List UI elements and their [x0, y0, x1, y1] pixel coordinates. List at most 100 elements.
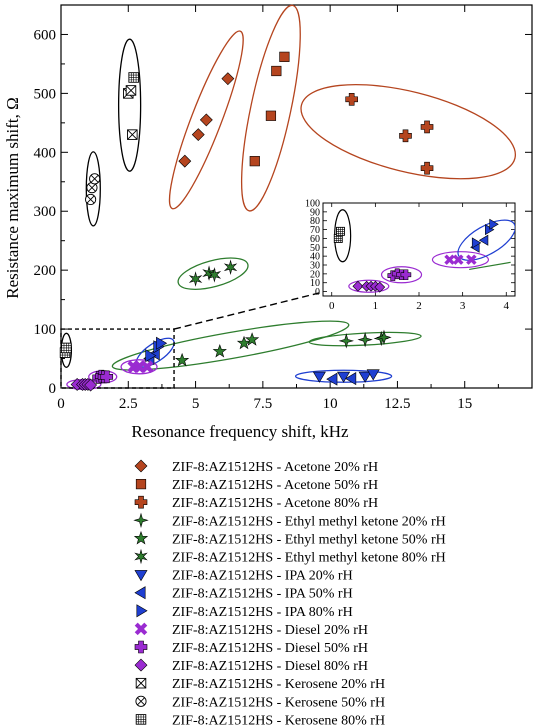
marker-tri-down	[312, 371, 326, 383]
marker-tri-right	[136, 604, 148, 618]
marker-square	[249, 156, 260, 167]
marker-square-plus	[128, 72, 139, 83]
inset-x-tick-label: 3	[460, 300, 466, 312]
inset-y-tick-label: 60	[310, 234, 320, 245]
marker-tri-right	[156, 336, 168, 350]
legend-label: ZIF-8:AZ1512HS - Diesel 80% rH	[172, 659, 368, 674]
series-zif-8-az1512hs-diesel-80-rh	[70, 378, 98, 392]
inset-y-tick-label: 80	[310, 216, 320, 227]
y-tick-label: 100	[34, 322, 57, 338]
legend-label: ZIF-8:AZ1512HS - Kerosene 50% rH	[172, 695, 385, 710]
series-zif-8-az1512hs-ethyl-methyl-ketone-80-rh	[188, 259, 238, 287]
legend-entry: ZIF-8:AZ1512HS - Diesel 80% rH	[134, 658, 368, 674]
marker-tri-down	[337, 371, 351, 383]
inset-cluster-ellipse	[431, 251, 490, 269]
series-zif-8-az1512hs-ethyl-methyl-ketone-50-rh	[174, 332, 260, 367]
series-zif-8-az1512hs-kerosene-50-rh	[85, 173, 101, 205]
cluster-ellipse	[120, 359, 158, 375]
legend-entry: ZIF-8:AZ1512HS - Ethyl methyl ketone 50%…	[133, 530, 446, 547]
marker-circle-x	[89, 173, 101, 185]
x-tick-label: 2.5	[119, 396, 138, 412]
legend-entry: ZIF-8:AZ1512HS - Acetone 20% rH	[134, 459, 378, 475]
inset-x-tick-label: 4	[504, 300, 510, 312]
x-tick-label: 7.5	[253, 396, 272, 412]
marker-star6	[223, 259, 238, 275]
x-tick-label: 10	[323, 396, 338, 412]
legend-label: ZIF-8:AZ1512HS - IPA 50% rH	[172, 587, 353, 602]
inset-series-zif-8-az1512hs-kerosene-80-rh	[333, 226, 345, 243]
marker-square-plus	[336, 226, 345, 236]
inset-content	[333, 209, 515, 293]
series-zif-8-az1512hs-diesel-50-rh	[92, 369, 114, 384]
marker-star4	[133, 512, 149, 528]
marker-tri-down	[366, 369, 380, 381]
cluster-ellipse	[300, 83, 517, 180]
legend-entry: ZIF-8:AZ1512HS - IPA 50% rH	[134, 586, 353, 602]
cluster-ellipse	[117, 38, 142, 172]
marker-square-plus	[61, 342, 72, 354]
legend-entry: ZIF-8:AZ1512HS - Diesel 20% rH	[134, 622, 368, 638]
inset-series-zif-8-az1512hs-ipa-80-rh	[471, 218, 499, 249]
marker-star5	[212, 343, 227, 358]
marker-star5	[236, 335, 252, 350]
marker-square-x	[125, 85, 137, 96]
marker-diamond	[84, 378, 98, 392]
y-tick-label: 300	[34, 204, 57, 220]
cluster-ellipse	[177, 257, 249, 290]
marker-tri-down	[134, 570, 148, 582]
legend-label: ZIF-8:AZ1512HS - Ethyl methyl ketone 50%…	[172, 532, 446, 547]
marker-star6	[207, 267, 222, 283]
marker-diamond	[178, 154, 192, 168]
inset-x-tick-label: 1	[373, 300, 379, 312]
legend-label: ZIF-8:AZ1512HS - Kerosene 80% rH	[172, 713, 385, 728]
marker-diamond	[134, 658, 148, 672]
series-zif-8-az1512hs-acetone-50-rh	[249, 51, 290, 167]
marker-tri-right	[471, 237, 482, 249]
marker-square-plus	[135, 714, 147, 725]
inset-y-tick-label: 0	[315, 287, 320, 298]
marker-diamond	[221, 72, 235, 86]
x-tick-label: 12.5	[384, 396, 410, 412]
inset-frame	[322, 202, 516, 297]
inset-series-zif-8-az1512hs-diesel-20-rh	[444, 254, 477, 265]
series-zif-8-az1512hs-ethyl-methyl-ketone-20-rh	[338, 329, 392, 349]
marker-star5	[174, 352, 190, 367]
legend-label: ZIF-8:AZ1512HS - Diesel 50% rH	[172, 641, 368, 656]
marker-tri-left	[345, 372, 357, 386]
x-tick-label: 0	[57, 396, 65, 412]
marker-star5	[133, 530, 149, 545]
marker-diamond	[134, 459, 148, 473]
x-tick-label: 5	[192, 396, 200, 412]
inset-cluster-ellipse	[457, 219, 515, 261]
legend-label: ZIF-8:AZ1512HS - Acetone 20% rH	[172, 460, 378, 475]
marker-plus	[399, 129, 412, 143]
inset-y-tick-label: 20	[310, 269, 320, 280]
marker-diamond	[199, 113, 213, 127]
marker-plus	[134, 495, 148, 509]
legend: ZIF-8:AZ1512HS - Acetone 20% rH ZIF-8:AZ1…	[133, 459, 446, 728]
legend-entry: ZIF-8:AZ1512HS - Ethyl methyl ketone 80%…	[134, 548, 446, 566]
legend-label: ZIF-8:AZ1512HS - Kerosene 20% rH	[172, 677, 385, 692]
inset-y-tick-label: 40	[310, 252, 320, 263]
legend-entry: ZIF-8:AZ1512HS - Acetone 50% rH	[135, 478, 378, 493]
marker-circle-x	[135, 695, 147, 707]
x-tick-label: 15	[457, 396, 472, 412]
y-tick-label: 600	[34, 27, 57, 43]
marker-square	[135, 478, 147, 490]
marker-star6	[188, 271, 203, 287]
series-zif-8-az1512hs-acetone-20-rh	[178, 72, 235, 168]
marker-plus	[345, 92, 358, 106]
marker-star6	[134, 548, 148, 565]
legend-entry: ZIF-8:AZ1512HS - Kerosene 80% rH	[135, 713, 385, 728]
inset-cluster-ellipse	[348, 279, 390, 293]
legend-entry: ZIF-8:AZ1512HS - IPA 80% rH	[136, 604, 353, 620]
marker-tri-right	[145, 349, 157, 363]
y-tick-label: 500	[34, 86, 57, 102]
marker-x	[466, 254, 477, 265]
legend-entry: ZIF-8:AZ1512HS - Kerosene 20% rH	[135, 677, 385, 692]
marker-plus	[400, 269, 412, 281]
marker-tri-left	[134, 586, 146, 600]
